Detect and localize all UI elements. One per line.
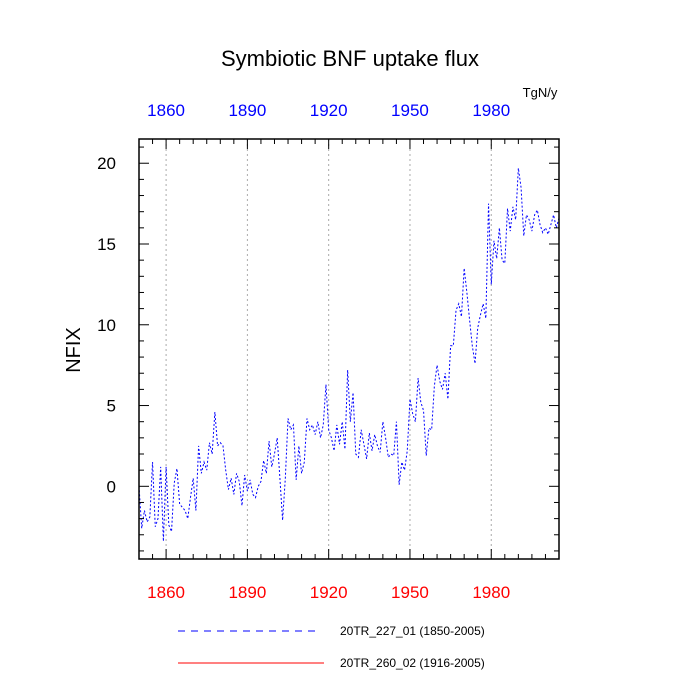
plot-series: [139, 168, 559, 542]
y-tick-label: 5: [107, 397, 116, 416]
plot-frame: [138, 138, 560, 560]
x-tick-label-bottom: 1860: [147, 583, 185, 602]
y-axis-label: NFIX: [63, 327, 85, 373]
y-tick-label: 15: [97, 235, 116, 254]
y-tick-label: 10: [97, 316, 116, 335]
axis-ticks: [138, 139, 560, 559]
legend: 20TR_227_01 (1850-2005) 20TR_260_02 (191…: [178, 624, 485, 670]
legend-label-series-2: 20TR_260_02 (1916-2005): [340, 656, 485, 670]
grid-lines: [165, 139, 492, 559]
x-tick-label-bottom: 1950: [391, 583, 429, 602]
x-tick-label-top: 1950: [391, 101, 429, 120]
x-tick-label-bottom: 1920: [310, 583, 348, 602]
y-tick-label: 0: [107, 477, 116, 496]
axis-tick-labels: 1860 1860 1890 1890 1920 1920 1950 1950 1980 1980…: [97, 101, 510, 602]
x-tick-label-bottom: 1890: [228, 583, 266, 602]
x-tick-label-top: 1860: [147, 101, 185, 120]
x-tick-label-top: 1980: [472, 101, 510, 120]
x-tick-label-top: 1890: [228, 101, 266, 120]
x-tick-label-bottom: 1980: [472, 583, 510, 602]
units-label: TgN/y: [523, 85, 558, 100]
legend-label-series-1: 20TR_227_01 (1850-2005): [340, 624, 485, 638]
y-tick-label: 20: [97, 154, 116, 173]
chart-title: Symbiotic BNF uptake flux: [221, 46, 479, 71]
x-tick-label-top: 1920: [310, 101, 348, 120]
series-line-1: [139, 168, 559, 542]
